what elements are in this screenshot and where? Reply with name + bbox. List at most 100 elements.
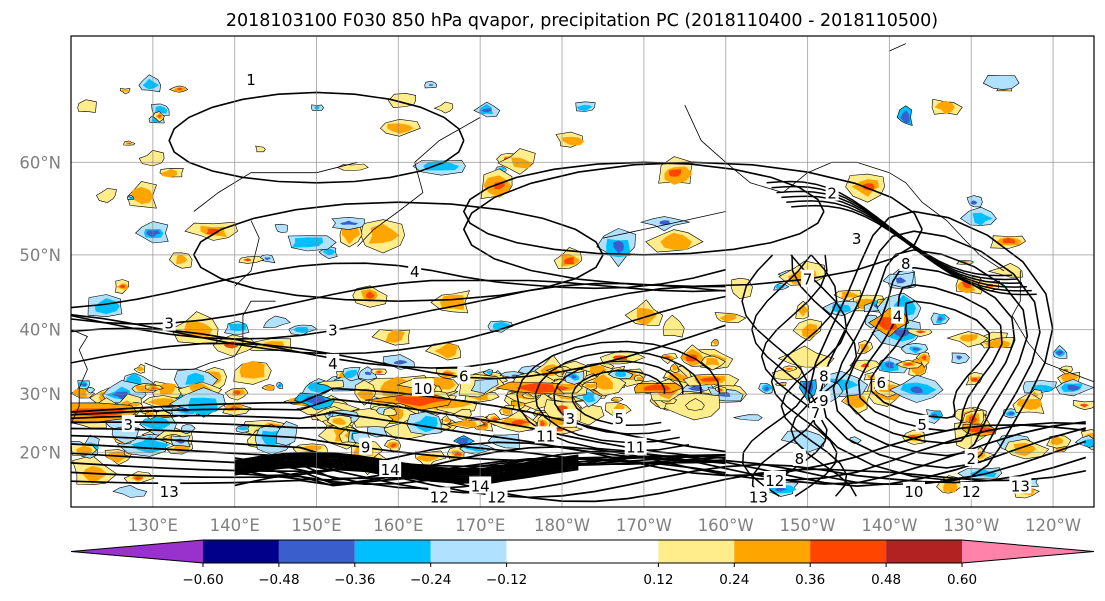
latitude-tick-label: 60°N: [19, 153, 61, 172]
pc-positive-region: [1061, 373, 1079, 383]
contour-label: 4: [410, 263, 420, 281]
contour-label-background: [1009, 476, 1032, 494]
colorbar-tick-label: 0.48: [871, 572, 901, 588]
latitude-tick-label: 50°N: [19, 246, 61, 265]
qvapor-contour-line: [832, 249, 1029, 457]
pc-negative-region: [86, 386, 96, 394]
contour-label: 7: [811, 404, 821, 422]
pc-negative-region: [291, 237, 324, 248]
contour-label: 10: [413, 380, 432, 398]
longitude-tick-label: 150°W: [780, 516, 836, 535]
contour-label-background: [964, 448, 978, 466]
colorbar-segment: [354, 540, 431, 563]
contour-label-background: [817, 391, 831, 409]
contour-label: 3: [124, 416, 134, 434]
pc-negative-region: [112, 484, 148, 498]
coastline: [889, 43, 906, 52]
pc-negative-region: [188, 397, 218, 416]
qvapor-contour-line: [234, 451, 579, 471]
pc-positive-region: [668, 169, 682, 177]
latitude-tick-label: 40°N: [19, 321, 61, 340]
pc-positive-region: [934, 100, 955, 115]
pc-positive-region: [131, 186, 154, 205]
pc-positive-region: [376, 371, 381, 374]
coastline: [602, 211, 726, 239]
contour-label: 8: [795, 450, 805, 468]
contour-label: 11: [536, 427, 555, 445]
contour-label-background: [162, 313, 176, 331]
contour-label-background: [563, 408, 577, 426]
pc-negative-region: [236, 426, 249, 431]
colorbar-segment: [734, 540, 811, 563]
chart-title: 2018103100 F030 850 hPa qvapor, precipit…: [226, 11, 938, 31]
longitude-tick-label: 130°W: [943, 516, 999, 535]
longitude-tick-labels: 130°E 140°E 150°E 160°E 170°E 180°W 170°W 160°W…: [128, 516, 1081, 535]
qvapor-contour-line: [571, 370, 666, 427]
coastline: [1011, 270, 1094, 383]
latitude-tick-label: 20°N: [19, 443, 61, 462]
pc-positive-region: [984, 338, 1011, 349]
pc-negative-region: [264, 257, 271, 261]
contour-label-background: [158, 481, 181, 499]
pc-negative-region: [278, 384, 281, 387]
contour-label: 3: [164, 315, 174, 333]
longitude-tick-label: 120°W: [1025, 516, 1081, 535]
pc-positive-region: [862, 183, 875, 191]
pc-positive-region: [385, 329, 405, 343]
pc-positive-region: [971, 377, 978, 382]
colorbar-segment: [658, 540, 735, 563]
pc-positive-region: [315, 379, 344, 389]
pc-negative-region: [1008, 412, 1014, 415]
pc-positive-region: [332, 417, 346, 425]
contour-label: 14: [471, 477, 490, 495]
pc-negative-region: [129, 196, 133, 199]
pc-negative-region: [364, 371, 372, 376]
pc-positive-region: [451, 419, 477, 428]
pc-negative-region: [937, 316, 944, 321]
qvapor-contour-line: [234, 459, 579, 478]
contour-label-background: [411, 379, 434, 397]
colorbar-tick-label: −0.60: [182, 572, 223, 588]
contour-label-background: [121, 414, 135, 432]
pc-positive-region: [434, 343, 459, 359]
qvapor-contour-line: [234, 457, 579, 477]
contour-label-background: [850, 229, 864, 247]
contour-label-background: [469, 476, 492, 494]
contour-label: 8: [901, 255, 911, 273]
pc-negative-region: [571, 375, 577, 379]
pc-positive-region: [916, 330, 927, 334]
colorbar-extend-max: [962, 540, 1094, 563]
pc-positive-region: [341, 226, 361, 245]
contour-label-background: [763, 471, 786, 489]
pc-negative-region: [344, 369, 358, 378]
longitude-tick-label: 170°W: [616, 516, 672, 535]
contour-label: 13: [160, 483, 179, 501]
qvapor-contour-line: [870, 300, 991, 419]
contour-label: 6: [876, 374, 886, 392]
colorbar-segment: [506, 540, 659, 563]
qvapor-contour-line: [234, 465, 579, 484]
qvapor-contour-line: [553, 360, 684, 435]
contour-label: 13: [749, 488, 768, 506]
pc-positive-region: [562, 136, 585, 146]
contour-label: 6: [459, 368, 469, 386]
pc-positive-region: [238, 256, 265, 264]
map-frame: [70, 35, 1095, 508]
qvapor-contour-line: [791, 204, 1037, 296]
pc-negative-region: [912, 347, 921, 351]
pc-positive-region: [662, 314, 685, 338]
qvapor-contour-line: [234, 463, 579, 482]
colorbar: −0.60 −0.48 −0.36 −0.24 −0.12 0.12 0.24 0.36 0.4…: [70, 539, 1095, 588]
colorbar-segment: [810, 540, 887, 563]
pc-positive-region: [255, 145, 266, 153]
pc-negative-region: [111, 391, 128, 400]
contour-label: 12: [430, 488, 449, 506]
contour-label-background: [624, 437, 647, 455]
contour-label: 11: [626, 439, 645, 457]
longitude-tick-label: 170°E: [455, 516, 505, 535]
contour-label: 2: [966, 450, 976, 468]
contour-label: 12: [487, 488, 506, 506]
pc-positive-region: [177, 87, 182, 91]
pc-positive-region: [1079, 403, 1089, 408]
longitude-tick-label: 160°E: [373, 516, 423, 535]
